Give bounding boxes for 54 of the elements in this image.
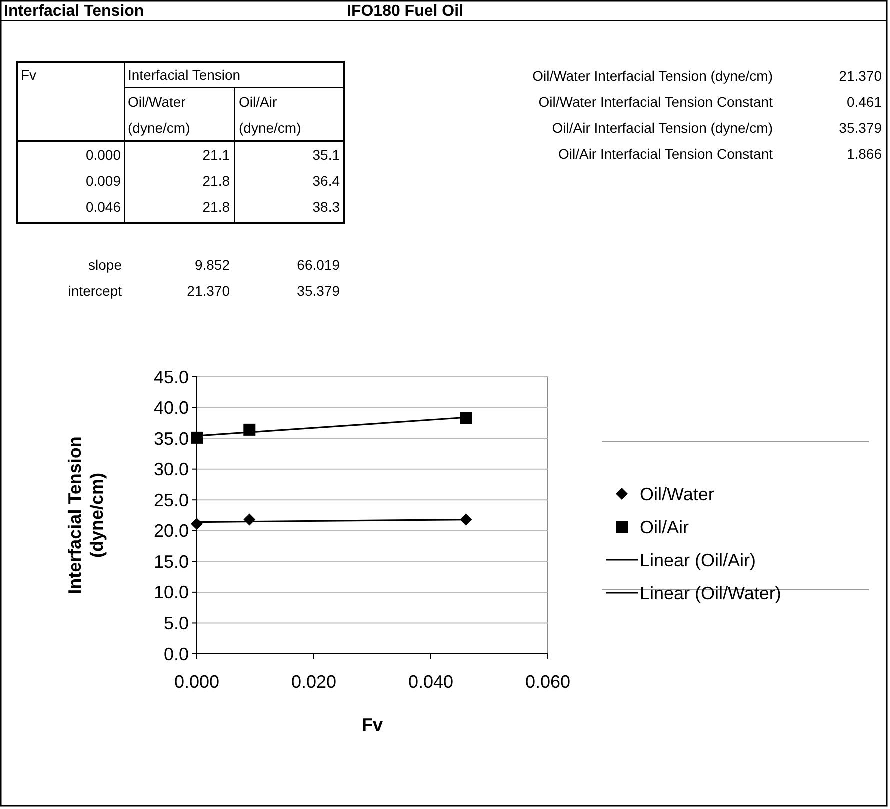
text: 35.379 [297,283,340,299]
text: 0.000 [86,147,122,163]
text: slope [88,257,122,273]
text: Interfacial Tension [128,67,241,83]
text: 21.370 [187,283,230,299]
text: Fv [21,67,37,83]
text: 9.852 [194,257,230,273]
y-tick-label: 45.0 [154,367,189,388]
x-tick-label: 0.000 [174,672,220,692]
y-tick-label: 20.0 [154,521,189,542]
chart-subtitle: IFO180 Fuel Oil [347,3,464,20]
text: 35.1 [312,147,340,163]
chart-title: Interfacial Tension [4,3,144,20]
text: Oil/Water [128,94,186,110]
text: Oil/Air Interfacial Tension (dyne/cm) [552,120,773,136]
y-tick-label: 25.0 [154,490,189,510]
legend-label: Linear (Oil/Air) [640,550,756,570]
x-tick-label: 0.060 [525,672,571,692]
y-tick-label: 10.0 [154,582,189,603]
point [460,412,472,424]
text: 21.8 [202,199,230,215]
y-tick-label: 40.0 [154,398,189,418]
x-tick-label: 0.020 [291,672,337,692]
point [191,518,203,530]
y-tick-label: 5.0 [164,614,189,634]
legend-label: Linear (Oil/Water) [640,583,782,604]
text: Oil/Water Interfacial Tension (dyne/cm) [532,68,773,84]
text: intercept [68,283,122,299]
text: 21.8 [202,173,230,189]
text: 21.1 [202,147,230,163]
text: 35.379 [839,120,882,136]
y-tick-label: 30.0 [154,460,189,480]
text: 66.019 [297,257,340,273]
text: (dyne/cm) [239,120,302,136]
text: 0.461 [846,94,882,110]
y-tick-label: 35.0 [154,428,189,449]
legend-label: Oil/Water [640,484,714,504]
legend-label: Oil/Air [640,517,690,538]
text: 38.3 [312,199,340,215]
text: Oil/Air [239,94,278,110]
y-tick-label: 0.0 [164,644,189,664]
y-axis-title: Interfacial Tension (dyne/cm) [65,436,107,594]
y-tick-label: 15.0 [154,552,189,572]
text: (dyne/cm) [128,120,190,136]
x-axis-title: Fv [362,715,384,735]
x-tick-label: 0.040 [408,672,454,692]
text: Oil/Water Interfacial Tension Constant [538,94,774,110]
text: 1.866 [846,146,882,162]
text: 21.370 [839,68,882,84]
text: 36.4 [312,173,340,189]
text: 0.009 [86,173,122,189]
text: 0.046 [86,199,122,215]
point [191,432,203,444]
text: Oil/Air Interfacial Tension Constant [558,146,774,162]
